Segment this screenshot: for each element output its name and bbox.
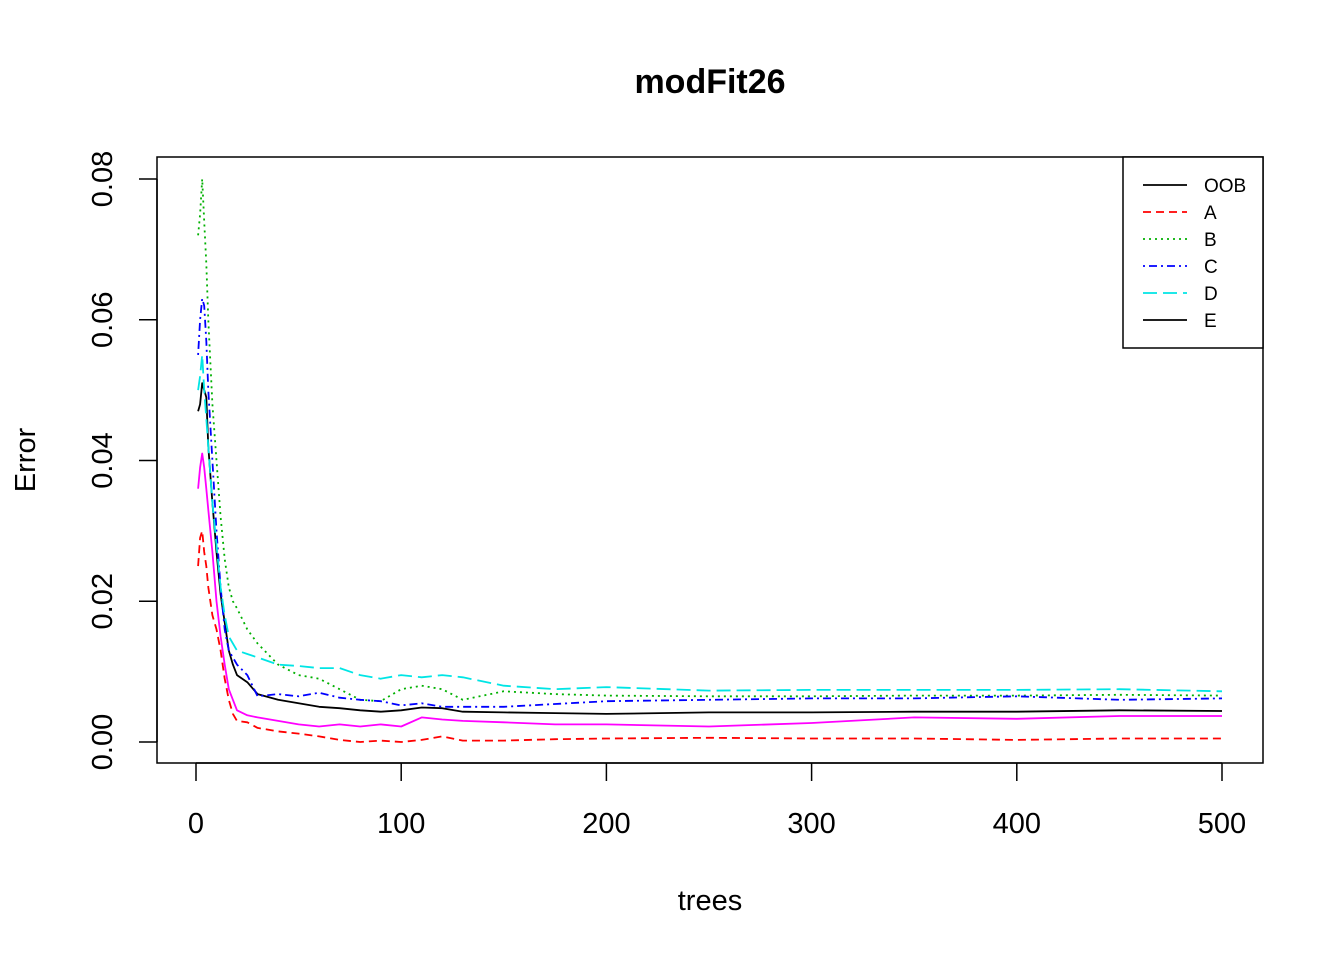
chart-title: modFit26 <box>634 63 785 101</box>
x-axis-label: trees <box>678 885 742 917</box>
plot-box <box>156 156 1264 764</box>
legend-box <box>1122 156 1264 349</box>
y-axis: 0.00 0.02 0.04 0.06 0.08 <box>87 151 158 770</box>
series-line-e <box>197 452 1222 728</box>
legend-label: E <box>1204 311 1217 332</box>
y-tick-label: 0.02 <box>87 573 119 629</box>
series-layer <box>197 178 1223 743</box>
x-tick-label: 400 <box>993 808 1041 840</box>
legend-label: A <box>1204 203 1217 224</box>
legend-label: C <box>1204 257 1218 278</box>
y-tick-label: 0.00 <box>87 714 119 770</box>
series-line-c <box>197 297 1223 708</box>
legend-label: B <box>1204 230 1217 251</box>
y-axis-label: Error <box>10 427 42 492</box>
series-line-a <box>197 530 1222 743</box>
series-line-oob <box>197 382 1223 715</box>
x-tick-label: 0 <box>188 808 204 840</box>
x-tick-label: 300 <box>787 808 835 840</box>
y-tick-label: 0.08 <box>87 151 119 207</box>
series-line-d <box>197 353 1223 693</box>
legend-label: D <box>1204 284 1218 305</box>
x-tick-label: 200 <box>582 808 630 840</box>
x-axis: 0 100 200 300 400 500 <box>188 762 1246 840</box>
x-tick-label: 500 <box>1198 808 1246 840</box>
legend-label: OOB <box>1204 176 1246 197</box>
x-tick-label: 100 <box>377 808 425 840</box>
y-tick-label: 0.04 <box>87 432 119 488</box>
y-tick-label: 0.06 <box>87 292 119 348</box>
series-line-b <box>197 178 1223 703</box>
